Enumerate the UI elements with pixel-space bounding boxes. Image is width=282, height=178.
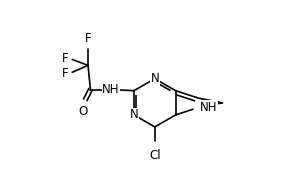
Text: F: F: [85, 32, 91, 45]
Text: F: F: [62, 52, 69, 65]
Text: NH: NH: [200, 101, 217, 114]
Text: O: O: [79, 105, 88, 118]
Text: Cl: Cl: [149, 149, 161, 162]
Text: N: N: [150, 72, 159, 85]
Text: NH: NH: [102, 83, 120, 96]
Text: F: F: [62, 67, 69, 80]
Text: N: N: [129, 108, 138, 121]
